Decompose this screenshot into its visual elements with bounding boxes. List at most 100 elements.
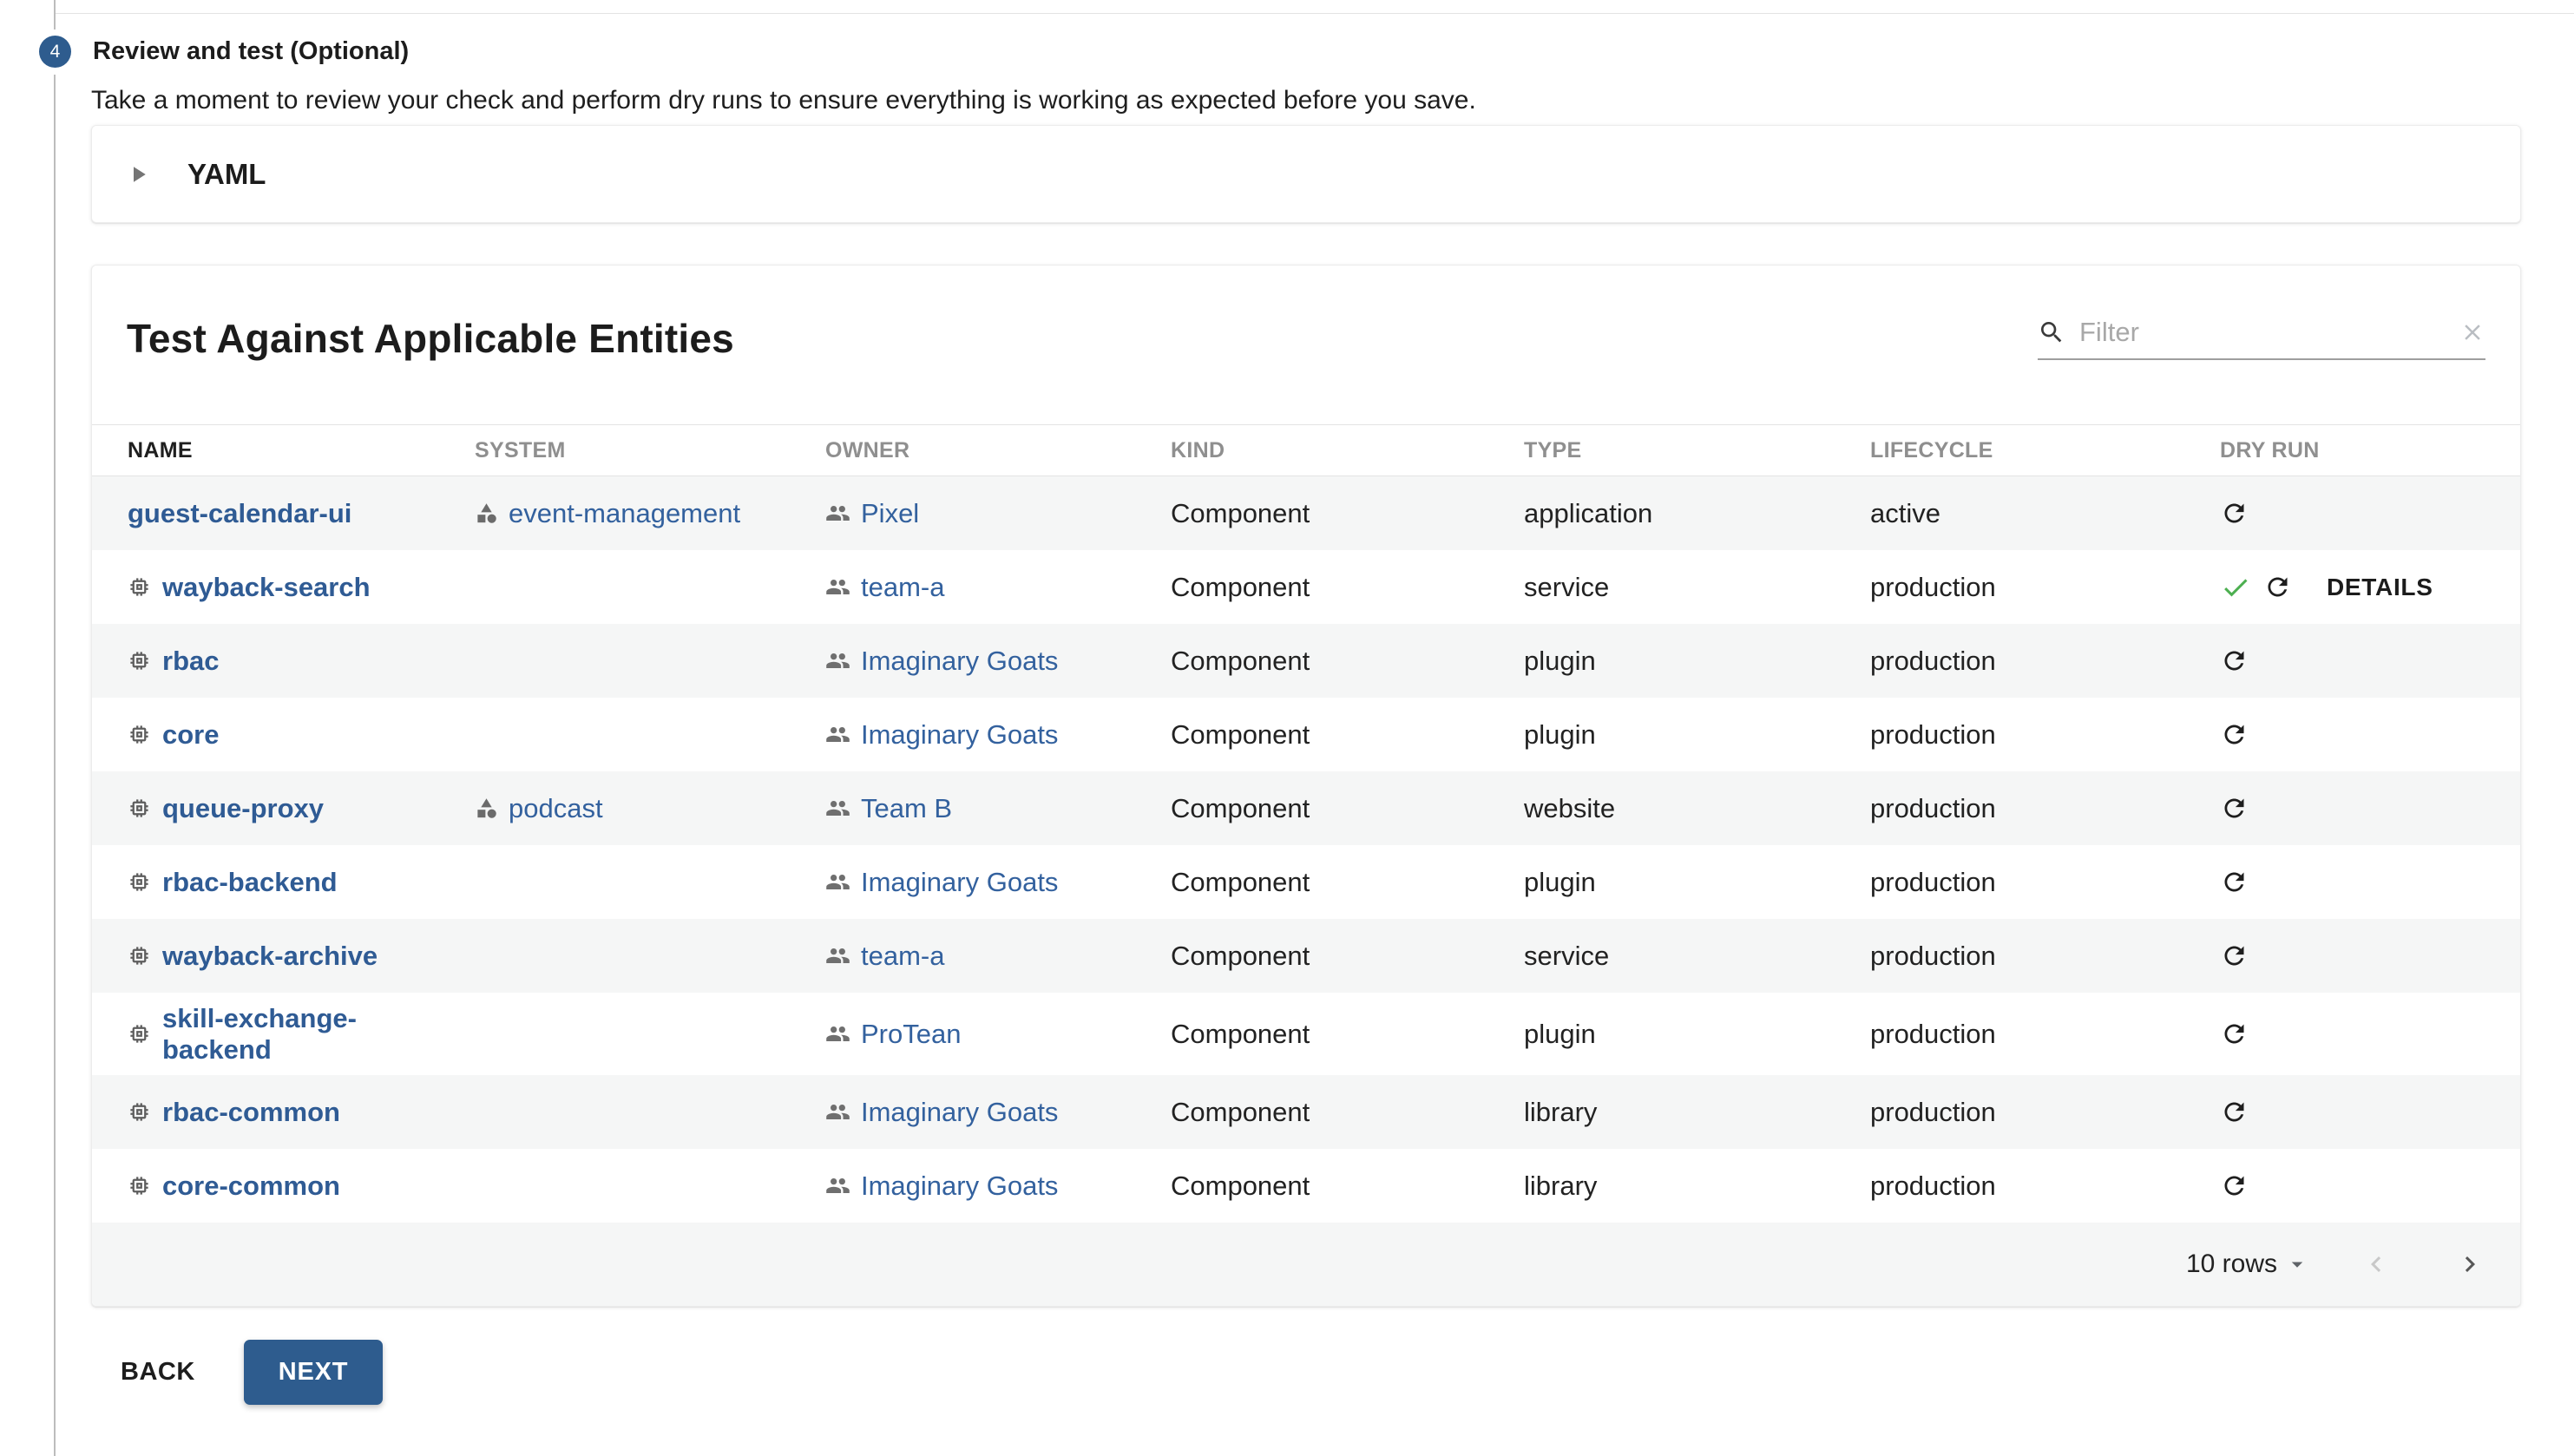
dry-run-refresh-button[interactable]	[2220, 499, 2249, 528]
owner-link[interactable]: Imaginary Goats	[861, 1170, 1059, 1201]
dry-run-refresh-button[interactable]	[2220, 1171, 2249, 1200]
dry-run-refresh-button[interactable]	[2263, 573, 2292, 601]
entity-name-link[interactable]: rbac-common	[162, 1096, 340, 1127]
dry-run-cell	[2220, 794, 2520, 823]
owner-link[interactable]: Team B	[861, 792, 953, 823]
lifecycle-cell: production	[1870, 940, 1996, 971]
previous-page-button[interactable]	[2361, 1249, 2392, 1280]
yaml-accordion-label: YAML	[187, 157, 266, 190]
people-icon	[825, 796, 850, 821]
people-icon	[825, 869, 850, 895]
kind-cell: Component	[1171, 1170, 1310, 1201]
dry-run-refresh-button[interactable]	[2220, 646, 2249, 675]
column-header-type[interactable]: TYPE	[1524, 437, 1582, 462]
type-cell: plugin	[1524, 866, 1596, 897]
dry-run-cell	[2220, 1020, 2520, 1048]
kind-cell: Component	[1171, 1018, 1310, 1049]
entity-name-link[interactable]: queue-proxy	[162, 792, 325, 823]
owner-link[interactable]: Imaginary Goats	[861, 866, 1059, 897]
table-row: rbac-common Imaginary Goats Component li…	[92, 1075, 2520, 1150]
lifecycle-cell: production	[1870, 792, 1996, 823]
dry-run-cell	[2220, 499, 2520, 528]
owner-cell: Imaginary Goats	[825, 1097, 1171, 1128]
chevron-right-icon	[2465, 1256, 2475, 1273]
entity-name-link[interactable]: wayback-search	[162, 571, 371, 602]
entity-name-link[interactable]: wayback-archive	[162, 940, 378, 971]
next-page-button[interactable]	[2454, 1249, 2485, 1280]
top-divider	[54, 13, 2574, 14]
wizard-actions: BACK NEXT	[91, 1340, 2521, 1406]
owner-cell: Imaginary Goats	[825, 719, 1171, 751]
name-cell: core-common	[128, 1171, 475, 1202]
memory-chip-icon	[128, 797, 151, 820]
dry-run-refresh-button[interactable]	[2220, 1098, 2249, 1126]
owner-link[interactable]: Imaginary Goats	[861, 645, 1059, 676]
entity-name-link[interactable]: rbac	[162, 645, 220, 676]
system-link[interactable]: podcast	[509, 792, 603, 823]
filter-field	[2038, 316, 2485, 360]
column-header-kind[interactable]: KIND	[1171, 437, 1225, 462]
memory-chip-icon	[128, 1174, 151, 1197]
owner-link[interactable]: team-a	[861, 940, 945, 971]
owner-link[interactable]: Pixel	[861, 497, 920, 528]
dry-run-refresh-button[interactable]	[2220, 1020, 2249, 1048]
type-cell: library	[1524, 1096, 1598, 1127]
check-icon	[2220, 572, 2251, 603]
entity-name-link[interactable]: skill-exchange-backend	[162, 1003, 357, 1065]
yaml-accordion[interactable]: YAML	[91, 125, 2521, 223]
filter-input[interactable]	[2079, 316, 2446, 348]
table-pagination-footer: 10 rows	[92, 1223, 2520, 1307]
memory-chip-icon	[128, 649, 151, 672]
memory-chip-icon	[128, 870, 151, 894]
column-header-owner[interactable]: OWNER	[825, 437, 910, 462]
kind-cell: Component	[1171, 792, 1310, 823]
kind-cell: Component	[1171, 866, 1310, 897]
step-title: Review and test (Optional)	[93, 37, 410, 65]
back-button[interactable]: BACK	[107, 1346, 209, 1399]
dry-run-refresh-button[interactable]	[2220, 941, 2249, 970]
dry-run-refresh-button[interactable]	[2220, 794, 2249, 823]
rows-per-page-value: 10 rows	[2185, 1249, 2277, 1279]
clear-filter-icon[interactable]	[2459, 319, 2485, 345]
entity-name-link[interactable]: rbac-backend	[162, 866, 338, 897]
entity-name-link[interactable]: core-common	[162, 1170, 340, 1201]
owner-link[interactable]: team-a	[861, 571, 945, 602]
system-link[interactable]: event-management	[509, 497, 741, 528]
owner-cell: ProTean	[825, 1019, 1171, 1050]
memory-chip-icon	[128, 1022, 151, 1046]
type-cell: library	[1524, 1170, 1598, 1201]
entity-name-link[interactable]: core	[162, 718, 220, 750]
column-header-name[interactable]: NAME	[128, 437, 193, 462]
kind-cell: Component	[1171, 645, 1310, 676]
owner-link[interactable]: ProTean	[861, 1018, 962, 1049]
people-icon	[825, 1173, 850, 1198]
name-cell: core	[128, 719, 475, 751]
column-header-system[interactable]: SYSTEM	[475, 437, 566, 462]
table-body: guest-calendar-ui event-management Pixel…	[92, 476, 2520, 1223]
owner-cell: Pixel	[825, 498, 1171, 529]
column-header-lifecycle[interactable]: LIFECYCLE	[1870, 437, 1993, 462]
type-cell: service	[1524, 571, 1610, 602]
dry-run-refresh-button[interactable]	[2220, 868, 2249, 896]
owner-cell: team-a	[825, 572, 1171, 603]
column-header-dry-run[interactable]: DRY RUN	[2220, 437, 2320, 462]
next-button[interactable]: NEXT	[243, 1340, 384, 1406]
dry-run-refresh-button[interactable]	[2220, 720, 2249, 749]
dry-run-cell	[2220, 1098, 2520, 1126]
details-button[interactable]: DETAILS	[2327, 573, 2433, 600]
step-content: Take a moment to review your check and p…	[91, 85, 2521, 1406]
name-cell: queue-proxy	[128, 793, 475, 824]
category-shapes-icon	[475, 502, 498, 525]
dry-run-cell	[2220, 646, 2520, 675]
dry-run-cell	[2220, 941, 2520, 970]
rows-per-page-select[interactable]: 10 rows	[2186, 1249, 2310, 1279]
entity-name-link[interactable]: guest-calendar-ui	[128, 497, 352, 528]
owner-link[interactable]: Imaginary Goats	[861, 718, 1059, 750]
owner-link[interactable]: Imaginary Goats	[861, 1096, 1059, 1127]
table-row: queue-proxy podcast Team B Component web…	[92, 771, 2520, 845]
table-row: skill-exchange-backend ProTean Component…	[92, 993, 2520, 1075]
chevron-left-icon	[2371, 1256, 2381, 1273]
people-icon	[825, 501, 850, 526]
stepper-connector-line	[54, 0, 56, 30]
